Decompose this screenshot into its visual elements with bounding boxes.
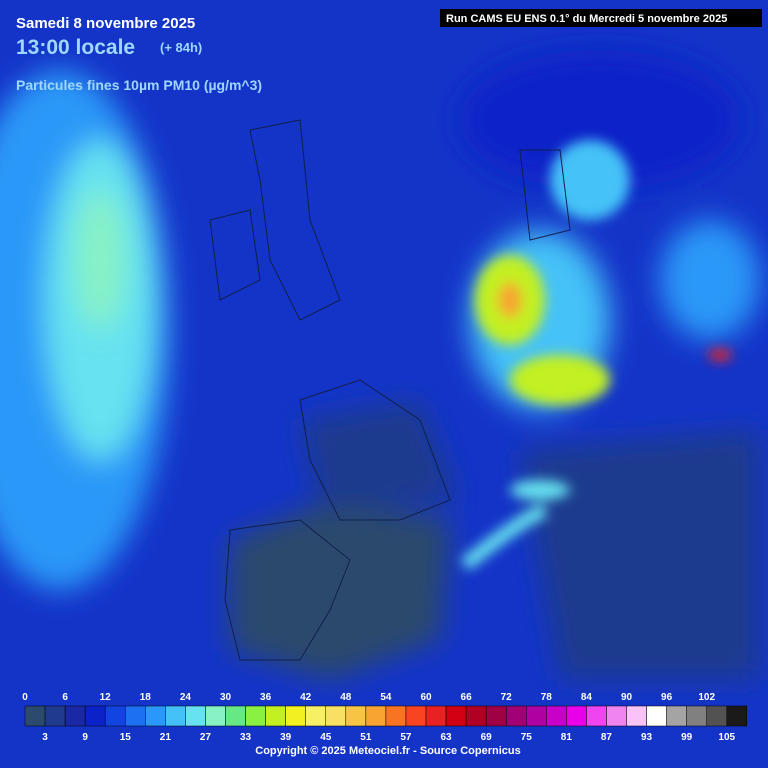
legend-swatch: [385, 705, 407, 727]
legend-label: 36: [260, 692, 272, 703]
legend: 0369121518212427303336394245485154576063…: [22, 692, 748, 743]
hotspots: [460, 140, 732, 571]
legend-label: 102: [698, 692, 715, 703]
legend-label: 87: [601, 732, 613, 743]
legend-swatch: [265, 705, 286, 727]
run-info: Run CAMS EU ENS 0.1° du Mercredi 5 novem…: [446, 13, 727, 25]
legend-label: 6: [62, 692, 68, 703]
date: Samedi 8 novembre 2025: [16, 15, 195, 32]
legend-swatch: [84, 705, 106, 727]
legend-label: 45: [320, 732, 332, 743]
coastlines: [209, 119, 571, 661]
legend-swatch: [666, 705, 687, 727]
legend-label: 69: [481, 732, 493, 743]
legend-label: 15: [120, 732, 132, 743]
legend-swatch: [526, 705, 547, 727]
lead-time: (+ 84h): [160, 40, 202, 55]
legend-swatch: [125, 705, 146, 727]
legend-label: 51: [360, 732, 372, 743]
legend-swatch: [706, 705, 728, 727]
legend-label: 75: [521, 732, 533, 743]
variable: Particules fines 10µm PM10 (µg/m^3): [16, 77, 262, 93]
legend-swatch: [185, 705, 206, 727]
legend-label: 33: [240, 732, 252, 743]
legend-swatch: [104, 705, 126, 727]
legend-swatch: [606, 705, 627, 727]
legend-swatch: [485, 705, 507, 727]
legend-swatch: [245, 705, 266, 727]
legend-label: 57: [400, 732, 412, 743]
legend-swatch: [345, 705, 367, 727]
legend-label: 60: [420, 692, 432, 703]
legend-swatch: [365, 705, 387, 727]
legend-swatch: [726, 705, 748, 727]
legend-label: 21: [160, 732, 172, 743]
legend-label: 54: [380, 692, 392, 703]
legend-swatch: [165, 705, 186, 727]
legend-swatch: [546, 705, 567, 727]
legend-label: 96: [661, 692, 673, 703]
legend-label: 12: [100, 692, 112, 703]
legend-label: 9: [82, 732, 88, 743]
legend-swatch: [505, 705, 527, 727]
legend-label: 78: [541, 692, 553, 703]
legend-label: 81: [561, 732, 573, 743]
legend-swatch: [305, 705, 327, 727]
legend-swatch: [465, 705, 487, 727]
legend-label: 42: [300, 692, 312, 703]
time: 13:00 locale: [16, 36, 135, 59]
legend-swatch: [44, 705, 66, 727]
legend-label: 39: [280, 732, 292, 743]
legend-swatch: [566, 705, 587, 727]
legend-swatch: [24, 705, 46, 727]
legend-swatch: [686, 705, 707, 727]
legend-label: 72: [501, 692, 513, 703]
legend-swatch: [646, 705, 667, 727]
legend-swatch: [225, 705, 246, 727]
legend-swatch: [64, 705, 86, 727]
legend-label: 93: [641, 732, 653, 743]
copyright: Copyright © 2025 Meteociel.fr - Source C…: [255, 745, 520, 757]
legend-label: 48: [340, 692, 352, 703]
legend-label: 99: [681, 732, 693, 743]
legend-swatch: [586, 705, 607, 727]
legend-label: 105: [718, 732, 735, 743]
legend-label: 18: [140, 692, 152, 703]
legend-swatch: [405, 705, 427, 727]
legend-swatch: [425, 705, 447, 727]
legend-label: 3: [42, 732, 48, 743]
legend-swatch: [205, 705, 226, 727]
legend-label: 84: [581, 692, 593, 703]
legend-label: 30: [220, 692, 232, 703]
legend-swatch: [325, 705, 347, 727]
legend-label: 66: [461, 692, 473, 703]
run-box: [440, 9, 762, 27]
legend-swatch: [145, 705, 166, 727]
legend-label: 24: [180, 692, 192, 703]
legend-label: 90: [621, 692, 633, 703]
legend-label: 63: [440, 732, 452, 743]
legend-label: 27: [200, 732, 212, 743]
legend-swatch: [626, 705, 647, 727]
legend-swatch: [445, 705, 467, 727]
concentration-field: [0, 50, 760, 680]
legend-label: 0: [22, 692, 28, 703]
legend-swatch: [285, 705, 306, 727]
